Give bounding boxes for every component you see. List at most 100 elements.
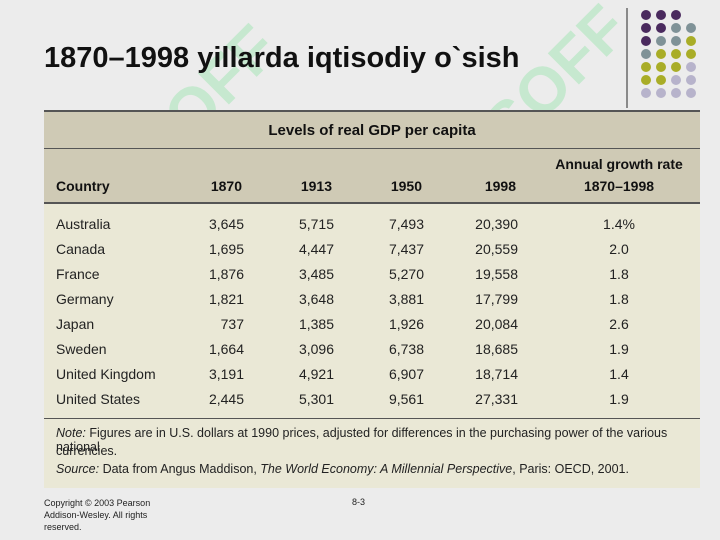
cell-y1950: 6,738 bbox=[388, 341, 424, 357]
cell-y1998: 18,714 bbox=[475, 366, 518, 382]
decorative-dot bbox=[641, 62, 651, 72]
header-1998: 1998 bbox=[484, 178, 516, 194]
cell-y1950: 7,437 bbox=[388, 241, 424, 257]
cell-y1870: 1,695 bbox=[208, 241, 244, 257]
note-label: Note: bbox=[56, 426, 86, 440]
decorative-dot bbox=[686, 75, 696, 85]
decorative-dot bbox=[641, 10, 651, 20]
decorative-dot bbox=[686, 23, 696, 33]
header-1913: 1913 bbox=[300, 178, 332, 194]
copyright-footer: Copyright © 2003 Pearson Addison-Wesley.… bbox=[44, 498, 151, 532]
table-note: Note: Figures are in U.S. dollars at 199… bbox=[56, 426, 700, 454]
source-text: Data from Angus Maddison, bbox=[99, 462, 261, 476]
cell-country: Japan bbox=[56, 316, 95, 332]
header-country: Country bbox=[56, 178, 110, 194]
decorative-dot bbox=[686, 62, 696, 72]
cell-growth: 2.6 bbox=[609, 316, 629, 332]
table-caption: Levels of real GDP per capita bbox=[268, 122, 476, 139]
cell-y1913: 3,485 bbox=[298, 266, 334, 282]
cell-country: France bbox=[56, 266, 100, 282]
cell-y1950: 9,561 bbox=[388, 391, 424, 407]
cell-country: Germany bbox=[56, 291, 114, 307]
decorative-dot bbox=[641, 75, 651, 85]
cell-y1913: 4,447 bbox=[298, 241, 334, 257]
decorative-dot bbox=[671, 49, 681, 59]
cell-y1870: 3,191 bbox=[208, 366, 244, 382]
decorative-dot-grid bbox=[641, 10, 720, 105]
caption-rule bbox=[44, 148, 700, 149]
decorative-dot bbox=[656, 49, 666, 59]
decorative-dot bbox=[671, 75, 681, 85]
cell-y1913: 3,096 bbox=[298, 341, 334, 357]
decorative-dot bbox=[641, 36, 651, 46]
decorative-dot bbox=[641, 49, 651, 59]
decorative-dot bbox=[656, 36, 666, 46]
cell-country: Sweden bbox=[56, 341, 107, 357]
cell-y1998: 19,558 bbox=[475, 266, 518, 282]
cell-country: Canada bbox=[56, 241, 106, 257]
cell-y1950: 6,907 bbox=[388, 366, 424, 382]
cell-y1950: 1,926 bbox=[388, 316, 424, 332]
note-text: Figures are in U.S. dollars at 1990 pric… bbox=[56, 426, 668, 454]
decorative-dot bbox=[671, 36, 681, 46]
header-rule bbox=[44, 202, 700, 204]
source-label: Source: bbox=[56, 462, 100, 476]
cell-country: United States bbox=[56, 391, 141, 407]
decorative-dot bbox=[656, 10, 666, 20]
cell-country: Australia bbox=[56, 216, 111, 232]
cell-growth: 1.4 bbox=[609, 366, 629, 382]
decorative-dot bbox=[671, 88, 681, 98]
cell-y1870: 1,876 bbox=[208, 266, 244, 282]
cell-y1870: 3,645 bbox=[208, 216, 244, 232]
cell-y1998: 17,799 bbox=[475, 291, 518, 307]
cell-growth: 1.9 bbox=[609, 341, 629, 357]
cell-y1998: 20,084 bbox=[475, 316, 518, 332]
cell-y1998: 18,685 bbox=[475, 341, 518, 357]
gdp-table: Levels of real GDP per capita Country 18… bbox=[44, 110, 700, 488]
table-header-band bbox=[44, 110, 700, 202]
cell-y1950: 5,270 bbox=[388, 266, 424, 282]
cell-growth: 1.4% bbox=[603, 216, 635, 232]
decorative-dot bbox=[671, 23, 681, 33]
cell-y1870: 1,664 bbox=[208, 341, 244, 357]
cell-y1950: 3,881 bbox=[388, 291, 424, 307]
table-source: Source: Data from Angus Maddison, The Wo… bbox=[56, 462, 629, 476]
cell-y1913: 5,715 bbox=[298, 216, 334, 232]
decorative-dot bbox=[671, 62, 681, 72]
cell-y1870: 737 bbox=[220, 316, 244, 332]
header-1870: 1870 bbox=[210, 178, 242, 194]
decorative-dot bbox=[656, 75, 666, 85]
header-growth-line2: 1870–1998 bbox=[583, 178, 655, 194]
decorative-dot bbox=[641, 88, 651, 98]
cell-y1913: 5,301 bbox=[298, 391, 334, 407]
table-note-cont: currencies. bbox=[56, 444, 118, 458]
cell-y1998: 27,331 bbox=[475, 391, 518, 407]
decorative-dot bbox=[641, 23, 651, 33]
source-book: The World Economy: A Millennial Perspect… bbox=[260, 462, 513, 476]
cell-y1913: 3,648 bbox=[298, 291, 334, 307]
decorative-dot bbox=[686, 36, 696, 46]
table-top-rule bbox=[44, 110, 700, 112]
cell-y1913: 4,921 bbox=[298, 366, 334, 382]
cell-y1950: 7,493 bbox=[388, 216, 424, 232]
decorative-dot bbox=[656, 88, 666, 98]
cell-y1998: 20,559 bbox=[475, 241, 518, 257]
slide-title: 1870–1998 yillarda iqtisodiy o`sish bbox=[44, 42, 520, 74]
cell-y1998: 20,390 bbox=[475, 216, 518, 232]
source-tail: , Paris: OECD, 2001. bbox=[512, 462, 629, 476]
header-1950: 1950 bbox=[390, 178, 422, 194]
cell-growth: 2.0 bbox=[609, 241, 629, 257]
decorative-dot bbox=[686, 49, 696, 59]
cell-growth: 1.8 bbox=[609, 266, 629, 282]
page-number: 8-3 bbox=[352, 497, 366, 507]
decorative-dot bbox=[671, 10, 681, 20]
decorative-dot bbox=[656, 23, 666, 33]
cell-y1870: 2,445 bbox=[208, 391, 244, 407]
cell-country: United Kingdom bbox=[56, 366, 156, 382]
decorative-dot bbox=[656, 62, 666, 72]
body-bottom-rule bbox=[44, 418, 700, 419]
cell-growth: 1.8 bbox=[609, 291, 629, 307]
decorative-dot bbox=[686, 88, 696, 98]
cell-y1913: 1,385 bbox=[298, 316, 334, 332]
cell-growth: 1.9 bbox=[609, 391, 629, 407]
